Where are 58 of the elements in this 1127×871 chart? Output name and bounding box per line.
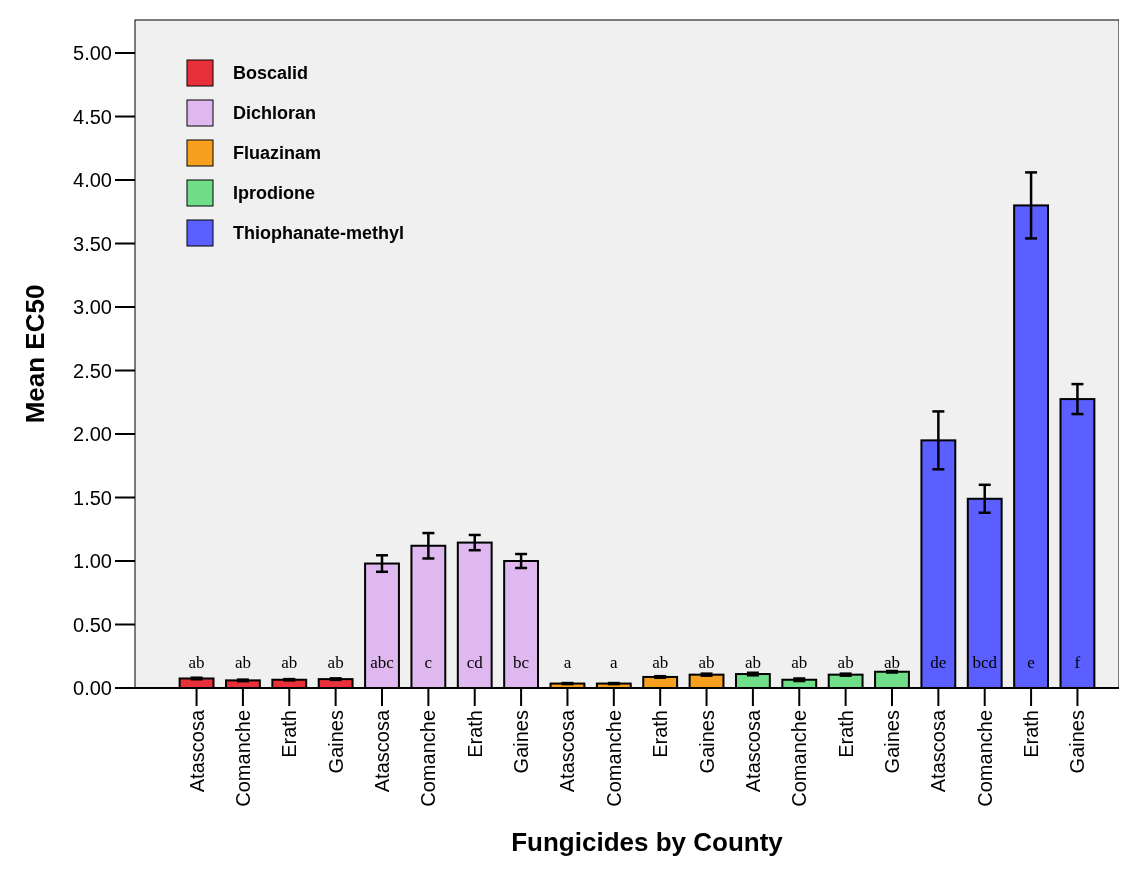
legend-label: Fluazinam: [233, 143, 322, 164]
x-tick-label: Erath: [834, 710, 857, 758]
text: f: [1074, 653, 1081, 672]
x-tick-label: Gaines: [880, 710, 903, 774]
text: bc: [513, 653, 530, 672]
text: c: [424, 653, 433, 672]
y-tick-label: 4.50: [73, 105, 112, 128]
x-tick-label: Comanche: [788, 710, 811, 807]
text: bcd: [972, 653, 997, 672]
text: ab: [791, 653, 808, 672]
x-tick-label: Atascosa: [741, 709, 764, 793]
text: ab: [188, 653, 205, 672]
text: ab: [652, 653, 669, 672]
x-tick-label: Comanche: [231, 710, 254, 807]
text: ab: [698, 653, 715, 672]
legend-label: Thiophanate-methyl: [233, 223, 405, 244]
x-tick-label: Erath: [1020, 710, 1043, 758]
text: ab: [327, 653, 344, 672]
x-tick-label: Atascosa: [371, 709, 394, 793]
y-tick-label: 4.00: [73, 169, 112, 192]
y-tick-label: 2.50: [73, 359, 112, 382]
y-tick-label: 3.00: [73, 296, 112, 319]
x-tick-label: Atascosa: [185, 709, 208, 793]
legend-label: Boscalid: [233, 63, 309, 84]
x-tick-label: Comanche: [417, 710, 440, 807]
text: ab: [281, 653, 298, 672]
x-tick-label: Gaines: [324, 710, 347, 774]
x-tick-label: Comanche: [602, 710, 625, 807]
x-tick-label: Gaines: [1066, 710, 1089, 774]
x-tick-label: Erath: [649, 710, 672, 758]
legend-label: Dichloran: [233, 103, 317, 124]
text: cd: [466, 653, 483, 672]
text: ab: [883, 653, 901, 672]
y-tick-label: 1.50: [73, 486, 112, 509]
x-tick-label: Gaines: [510, 710, 533, 774]
x-tick-label: Erath: [278, 710, 301, 758]
y-tick-label: 2.00: [73, 423, 112, 446]
x-tick-label: Erath: [463, 710, 486, 758]
text: abc: [370, 653, 394, 672]
y-tick-label: 1.00: [73, 550, 112, 572]
legend-label: Iprodione: [233, 183, 315, 204]
x-tick-label: Atascosa: [556, 709, 579, 793]
y-tick-label: 0.00: [73, 677, 112, 699]
text: a: [563, 653, 572, 672]
text: ab: [837, 653, 854, 672]
text: de: [930, 653, 947, 672]
text: ab: [744, 653, 761, 672]
text: a: [610, 653, 618, 672]
y-tick-label: 3.50: [73, 232, 112, 255]
x-tick-label: Gaines: [695, 710, 718, 774]
y-tick-label: 0.50: [73, 613, 112, 636]
y-tick-label: 5.00: [73, 42, 112, 65]
x-axis-title: Fungicides by County: [511, 827, 784, 857]
x-tick-label: Comanche: [973, 710, 996, 807]
x-tick-label: Atascosa: [927, 709, 950, 793]
y-axis-title: Mean EC50: [20, 284, 50, 424]
text: ab: [234, 653, 251, 672]
text: e: [1027, 653, 1035, 672]
